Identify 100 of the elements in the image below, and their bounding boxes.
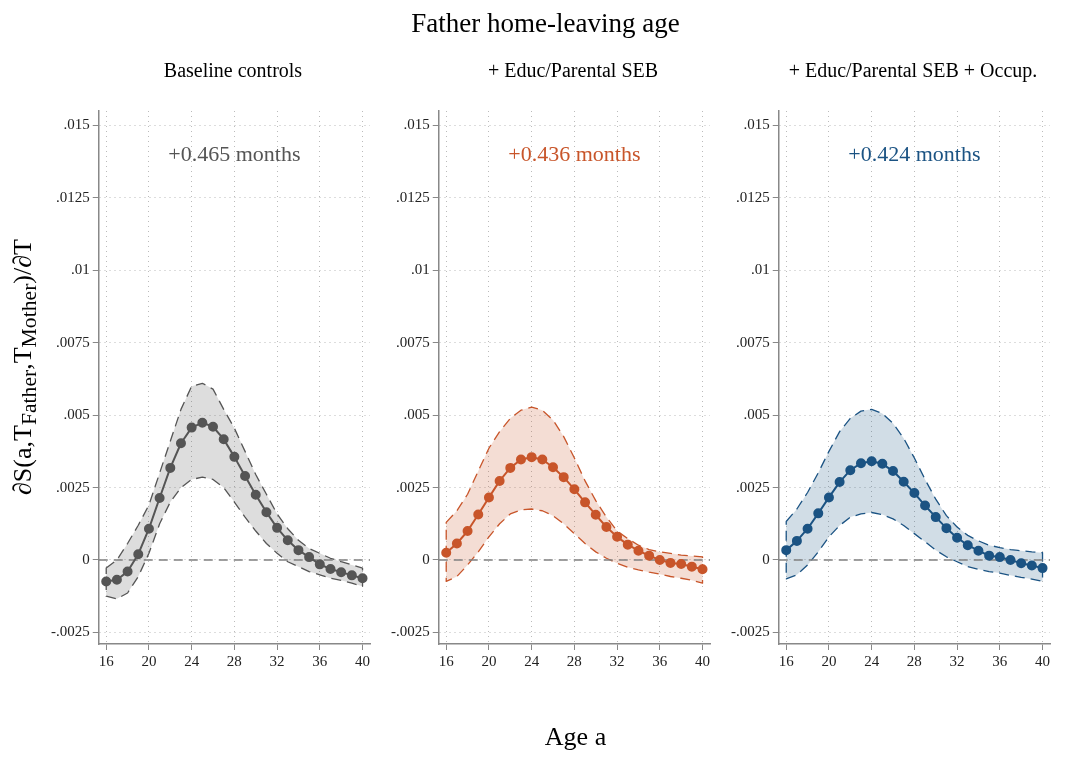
x-tick-label: 28 [906,652,922,669]
point [122,566,133,577]
annotation: +0.465 months [168,141,301,166]
point [473,509,484,520]
point [346,570,357,581]
point [175,438,186,449]
y-tick-label: .0025 [736,478,770,495]
y-tick-label: 0 [82,550,90,567]
point [665,557,676,568]
x-tick-label: 32 [949,652,965,669]
point [208,421,219,432]
point [888,466,899,477]
point [612,531,623,542]
y-tick-label: .015 [743,116,770,133]
point [920,500,931,511]
point [898,476,909,487]
point [1037,563,1048,574]
x-tick-label: 24 [184,652,200,669]
point [676,559,687,570]
x-tick-label: 36 [652,652,668,669]
x-tick-label: 40 [1035,652,1051,669]
point [537,454,548,465]
chart-subtitle: Baseline controls [162,59,304,83]
x-tick-label: 24 [524,652,540,669]
point [505,462,516,473]
point [813,508,824,519]
x-tick-label: 20 [481,652,497,669]
x-tick-label: 20 [821,652,837,669]
point [548,462,559,473]
point [111,574,122,585]
x-tick-label: 32 [609,652,625,669]
x-tick-label: 20 [141,652,157,669]
point [143,523,154,534]
y-tick-label: .0025 [56,478,90,495]
point [802,523,813,534]
point [197,417,208,428]
y-tick-label: .005 [403,406,430,423]
point [590,509,601,520]
point [272,522,283,533]
x-axis-title: Age a [543,722,608,752]
point [186,422,197,433]
point [293,545,304,556]
point [558,472,569,483]
point [526,452,537,463]
annotation: +0.424 months [848,141,981,166]
y-tick-label: .015 [63,116,90,133]
point [984,550,995,561]
y-tick-label: .0125 [736,188,770,205]
point [494,475,505,486]
y-tick-label: .0075 [396,333,430,350]
point [973,545,984,556]
y-tick-label: -.0025 [391,623,430,640]
chart-subtitle: + Educ/Parental SEB + Occup. [787,59,1039,84]
point [441,547,452,558]
point [909,488,920,499]
x-tick-label: 40 [695,652,711,669]
point [686,561,697,572]
point [451,538,462,549]
x-tick-label: 16 [778,652,795,669]
x-tick-label: 28 [566,652,582,669]
point [930,512,941,523]
point [154,493,165,503]
y-tick-label: .01 [751,261,770,278]
point [941,523,952,534]
point [314,559,325,570]
point [483,492,494,503]
point [791,535,802,546]
x-tick-label: 32 [269,652,285,669]
x-tick-label: 16 [438,652,455,669]
y-tick-label: .015 [403,116,430,133]
point [101,576,112,587]
y-tick-label: 0 [762,550,770,567]
point [250,489,261,500]
point [866,456,877,467]
y-tick-label: 0 [422,550,430,567]
point [304,552,315,563]
point [165,462,176,473]
y-tick-label: .01 [71,261,90,278]
annotation: +0.436 months [508,141,641,166]
point [781,545,792,556]
point [697,564,708,575]
point [357,573,368,584]
point [218,434,229,445]
point [515,454,526,465]
y-tick-label: .005 [63,406,90,423]
point [1026,560,1037,571]
point [601,521,612,532]
point [261,507,272,518]
x-tick-label: 24 [864,652,880,669]
point [622,539,633,550]
x-tick-label: 16 [98,652,115,669]
point [845,465,856,476]
point [962,540,973,551]
x-tick-label: 40 [355,652,371,669]
y-tick-label: .0025 [396,478,430,495]
point [462,526,473,537]
y-tick-label: .005 [743,406,770,423]
point [336,567,347,578]
y-tick-label: .0075 [736,333,770,350]
point [1016,558,1027,569]
